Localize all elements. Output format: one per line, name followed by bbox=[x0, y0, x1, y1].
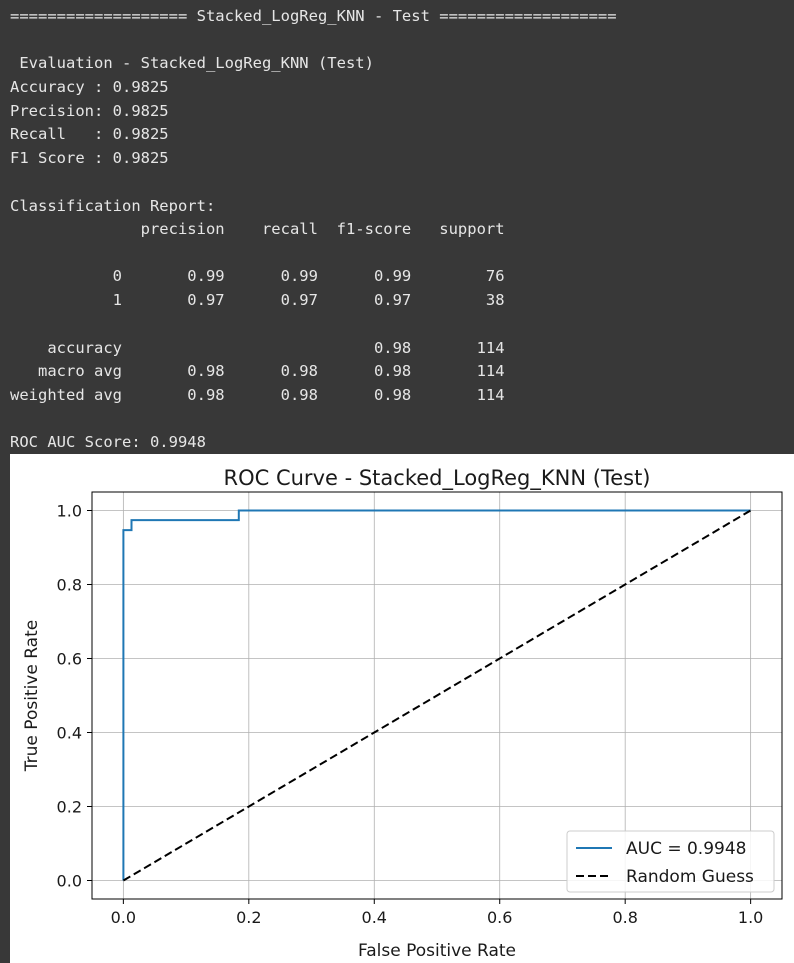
evaluation-title: Evaluation - Stacked_LogReg_KNN (Test) bbox=[10, 54, 374, 72]
roc-auc-score: ROC AUC Score: 0.9948 bbox=[10, 433, 206, 451]
x-axis-label: False Positive Rate bbox=[358, 941, 516, 961]
banner-line: =================== Stacked_LogReg_KNN -… bbox=[10, 7, 617, 25]
metric-line: Recall : 0.9825 bbox=[10, 125, 169, 144]
metric-line: F1 Score : 0.9825 bbox=[10, 149, 169, 168]
legend-label: AUC = 0.9948 bbox=[626, 839, 746, 859]
report-line: 1 0.97 0.97 0.97 38 bbox=[10, 291, 505, 310]
roc-plot-panel: 0.0 0.2 0.4 0.6 0.8 1.0 0.0 0.2 0.4 0.6 0.8 1.0 ROC … bbox=[10, 454, 794, 963]
y-tick-label: 0.2 bbox=[57, 798, 82, 817]
metric-line: Precision: 0.9825 bbox=[10, 101, 169, 120]
x-tick-label: 1.0 bbox=[738, 908, 763, 927]
y-axis-label: True Positive Rate bbox=[22, 620, 42, 772]
roc-chart: 0.0 0.2 0.4 0.6 0.8 1.0 0.0 0.2 0.4 0.6 0.8 1.0 ROC … bbox=[22, 466, 783, 961]
report-line: accuracy 0.98 114 bbox=[10, 338, 505, 357]
cell-output: =================== Stacked_LogReg_KNN -… bbox=[0, 0, 794, 452]
report-title: Classification Report: bbox=[10, 197, 216, 215]
legend-box bbox=[566, 830, 775, 893]
x-tick-label: 0.0 bbox=[111, 908, 136, 927]
random-guess-line bbox=[122, 509, 752, 882]
x-tick-label: 0.4 bbox=[362, 908, 387, 927]
chart-title: ROC Curve - Stacked_LogReg_KNN (Test) bbox=[224, 466, 651, 491]
report-line: macro avg 0.98 0.98 0.98 114 bbox=[10, 362, 505, 381]
metric-line: Accuracy : 0.9825 bbox=[10, 78, 169, 96]
x-tick-label: 0.8 bbox=[612, 908, 637, 927]
y-tick-label: 0.4 bbox=[57, 724, 82, 743]
axes-frame bbox=[91, 491, 783, 900]
x-tick-label: 0.6 bbox=[487, 908, 512, 927]
y-tick-label: 0.6 bbox=[57, 650, 82, 669]
y-tick-label: 0.8 bbox=[57, 576, 82, 595]
y-tick-label: 0.0 bbox=[57, 872, 82, 891]
report-line: weighted avg 0.98 0.98 0.98 114 bbox=[10, 385, 505, 404]
x-tick-label: 0.2 bbox=[236, 908, 261, 927]
y-tick-label: 1.0 bbox=[57, 502, 82, 521]
report-line: 0 0.99 0.99 0.99 76 bbox=[10, 267, 505, 286]
report-line: precision recall f1-score support bbox=[10, 220, 505, 238]
legend-label: Random Guess bbox=[626, 867, 754, 887]
roc-curve-line bbox=[122, 509, 751, 881]
